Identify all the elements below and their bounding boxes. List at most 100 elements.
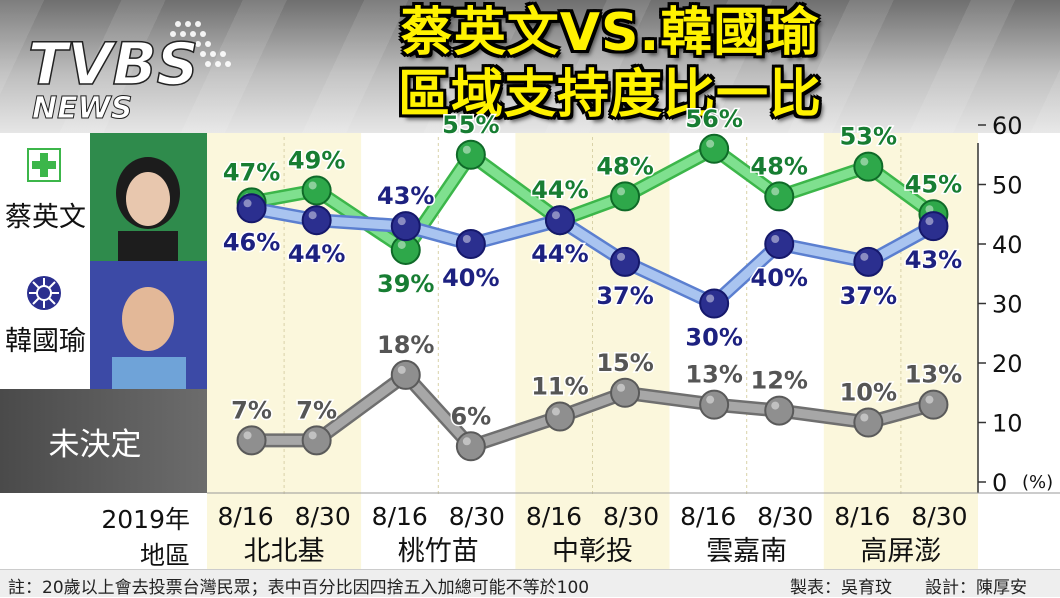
- tsai-point-highlight: [925, 205, 934, 214]
- undecided-data-label: 10%: [840, 379, 897, 407]
- undecided-point-highlight: [397, 365, 406, 374]
- tsai-point-highlight: [308, 181, 317, 190]
- tsai-portrait: [90, 133, 207, 261]
- tsai-data-label: 47%: [223, 158, 280, 186]
- header-banner: TVBS NEWS 蔡英文VS.韓國瑜 區域支持度比一比: [0, 0, 1060, 133]
- undecided-point-highlight: [617, 383, 626, 392]
- tsai-data-label: 44%: [531, 176, 588, 204]
- undecided-point: [455, 431, 486, 462]
- tsai-point-highlight: [860, 157, 869, 166]
- tsai-point-highlight: [397, 240, 406, 249]
- region-label: 中彰投: [552, 536, 633, 567]
- legend-row-undecided: 未決定: [0, 389, 207, 493]
- han-name: 韓國瑜: [5, 326, 86, 357]
- han-point-highlight: [617, 252, 626, 261]
- y-tick-label: 10: [992, 410, 1023, 438]
- year-row-label: 2019年: [101, 505, 190, 534]
- undecided-data-label: 13%: [905, 361, 962, 389]
- han-data-label: 37%: [840, 282, 897, 310]
- undecided-point: [853, 407, 884, 438]
- han-point-highlight: [243, 199, 252, 208]
- date-tick-label: 8/30: [603, 502, 659, 531]
- kmt-emblem-icon: [27, 276, 61, 310]
- title-line-2: 區域支持度比一比: [397, 65, 822, 125]
- tsai-data-label: 56%: [685, 105, 742, 133]
- dpp-emblem-icon: [27, 148, 61, 182]
- undecided-point-highlight: [771, 401, 780, 410]
- han-data-label: 44%: [531, 240, 588, 268]
- han-data-label: 43%: [377, 182, 434, 210]
- tsai-data-label: 45%: [905, 170, 962, 198]
- y-tick-label: 0: [992, 469, 1007, 497]
- region-label: 桃竹苗: [398, 536, 479, 567]
- undecided-data-label: 6%: [450, 402, 491, 430]
- tsai-data-label: 55%: [442, 111, 499, 139]
- y-tick-label: 20: [992, 350, 1023, 378]
- han-point: [236, 193, 267, 224]
- date-tick-label: 8/30: [757, 502, 813, 531]
- han-point-highlight: [397, 217, 406, 226]
- y-tick-label: 30: [992, 291, 1023, 319]
- undecided-point: [918, 389, 949, 420]
- han-point: [390, 211, 421, 242]
- tsai-data-label: 49%: [288, 146, 345, 174]
- han-point-highlight: [551, 211, 560, 220]
- han-data-label: 30%: [685, 324, 742, 352]
- tvbs-news-logo: TVBS NEWS: [28, 21, 231, 124]
- date-tick-label: 8/16: [680, 502, 736, 531]
- chart-credit: 製表：吳育玟: [790, 578, 892, 598]
- tsai-name: 蔡英文: [5, 202, 86, 233]
- design-credit: 設計：陳厚安: [925, 578, 1027, 598]
- area-row-label: 地區: [139, 541, 190, 570]
- date-tick-label: 8/30: [911, 502, 967, 531]
- undecided-data-label: 15%: [596, 349, 653, 377]
- undecided-point-highlight: [706, 395, 715, 404]
- undecided-series-line: [247, 370, 938, 451]
- tsai-point-highlight: [462, 145, 471, 154]
- tsai-point-highlight: [617, 187, 626, 196]
- undecided-point: [699, 389, 730, 420]
- date-tick-label: 8/16: [526, 502, 582, 531]
- undecided-point-highlight: [308, 431, 317, 440]
- undecided-point-highlight: [243, 431, 252, 440]
- tsai-point: [853, 151, 884, 182]
- han-data-label: 44%: [288, 240, 345, 268]
- undecided-point: [301, 425, 332, 456]
- han-portrait: [90, 261, 207, 389]
- han-point-highlight: [860, 252, 869, 261]
- han-point: [764, 229, 795, 259]
- undecided-point: [544, 401, 575, 432]
- legend-panel: 蔡英文 韓國瑜 未決定: [0, 133, 207, 493]
- undecided-data-label: 7%: [231, 396, 272, 424]
- tsai-point-highlight: [771, 187, 780, 196]
- tsai-portrait-panel: [90, 133, 207, 261]
- undecided-point-highlight: [925, 395, 934, 404]
- y-tick-label: 40: [992, 231, 1023, 259]
- han-point-highlight: [308, 211, 317, 220]
- undecided-point-highlight: [860, 413, 869, 422]
- han-point: [918, 211, 949, 242]
- undecided-point: [610, 377, 641, 408]
- han-point: [544, 205, 575, 236]
- undecided-data-label: 12%: [751, 367, 808, 395]
- legend-row-tsai: 蔡英文: [0, 133, 207, 261]
- han-point-highlight: [771, 235, 780, 243]
- y-tick-label: 50: [992, 172, 1023, 200]
- undecided-name: 未決定: [48, 427, 142, 463]
- date-tick-label: 8/30: [449, 502, 505, 531]
- undecided-data-label: 11%: [531, 373, 588, 401]
- y-unit-label: (%): [1022, 472, 1053, 493]
- tsai-point: [301, 175, 332, 206]
- undecided-point: [236, 425, 267, 456]
- undecided-point: [764, 395, 795, 426]
- undecided-point: [390, 359, 421, 390]
- date-tick-label: 8/16: [834, 502, 890, 531]
- support-line-chart: 0 10 20 30 40 50 60 (%) 8/16 8/30 8/16 8/30 8/16 8/30…: [207, 103, 1060, 569]
- tsai-data-label: 39%: [377, 270, 434, 298]
- han-data-label: 37%: [596, 282, 653, 310]
- y-tick-label: 60: [992, 112, 1023, 140]
- han-data-label: 40%: [751, 264, 808, 292]
- tsai-point-highlight: [706, 139, 715, 148]
- han-data-label: 40%: [442, 264, 499, 292]
- date-tick-label: 8/16: [372, 502, 428, 531]
